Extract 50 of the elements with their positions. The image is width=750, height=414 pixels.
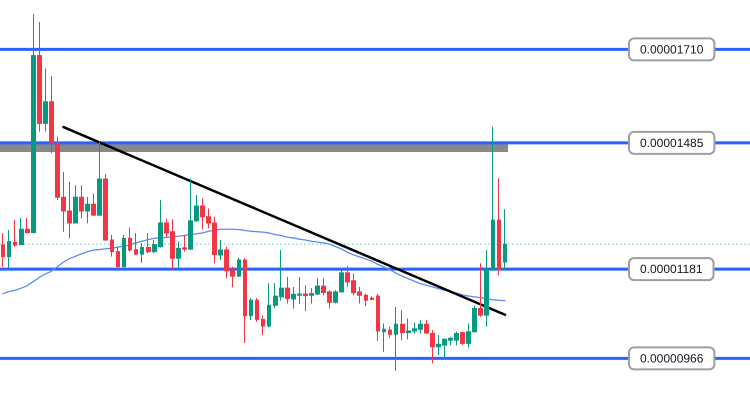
candlestick — [146, 232, 151, 254]
candlestick — [285, 276, 290, 304]
candlestick — [13, 220, 17, 248]
candlestick — [134, 232, 138, 256]
candlestick — [388, 326, 392, 338]
candlestick — [267, 282, 271, 328]
y-tick-label: 0.00001710 — [640, 42, 704, 56]
y-tick-label: 0.00001181 — [640, 262, 703, 276]
candlestick — [218, 240, 223, 260]
line-series — [2, 228, 506, 302]
candlestick — [176, 241, 181, 269]
candlestick — [182, 234, 187, 252]
candlestick — [116, 246, 120, 269]
candlestick — [85, 196, 90, 224]
candlestick — [79, 184, 84, 219]
candlestick — [122, 234, 126, 270]
candlestick — [491, 126, 495, 272]
candlestick — [37, 22, 42, 132]
candlestick — [140, 242, 144, 264]
candlestick — [364, 293, 368, 307]
candlestick — [376, 293, 380, 342]
candlestick — [243, 258, 247, 344]
candlestick — [237, 256, 241, 278]
candlestick — [382, 322, 386, 352]
candlestick — [478, 262, 483, 318]
candlestick — [484, 249, 489, 328]
candlestick — [97, 141, 102, 216]
candlestick — [503, 208, 507, 270]
y-tick-label: 0.00001485 — [640, 136, 704, 150]
candlestick — [25, 218, 30, 234]
candlestick — [370, 296, 374, 301]
candlestick — [7, 230, 11, 269]
candlestick — [261, 314, 265, 336]
y-tick-label: 0.00000966 — [640, 351, 704, 366]
candlestick — [400, 310, 405, 341]
candlestick — [73, 184, 78, 224]
candlestick — [460, 331, 465, 346]
candlestick — [31, 14, 36, 234]
candlestick — [103, 173, 108, 242]
candlestick — [43, 68, 48, 132]
candlestick — [91, 193, 96, 216]
candlestick — [110, 234, 114, 258]
candlestick — [303, 284, 308, 312]
candlestick — [19, 218, 24, 246]
candlestick — [249, 298, 253, 321]
candlestick — [497, 178, 501, 276]
candlestick — [255, 298, 259, 322]
candlestick — [394, 306, 398, 372]
candlestick — [128, 227, 132, 252]
candlestick — [1, 232, 5, 268]
